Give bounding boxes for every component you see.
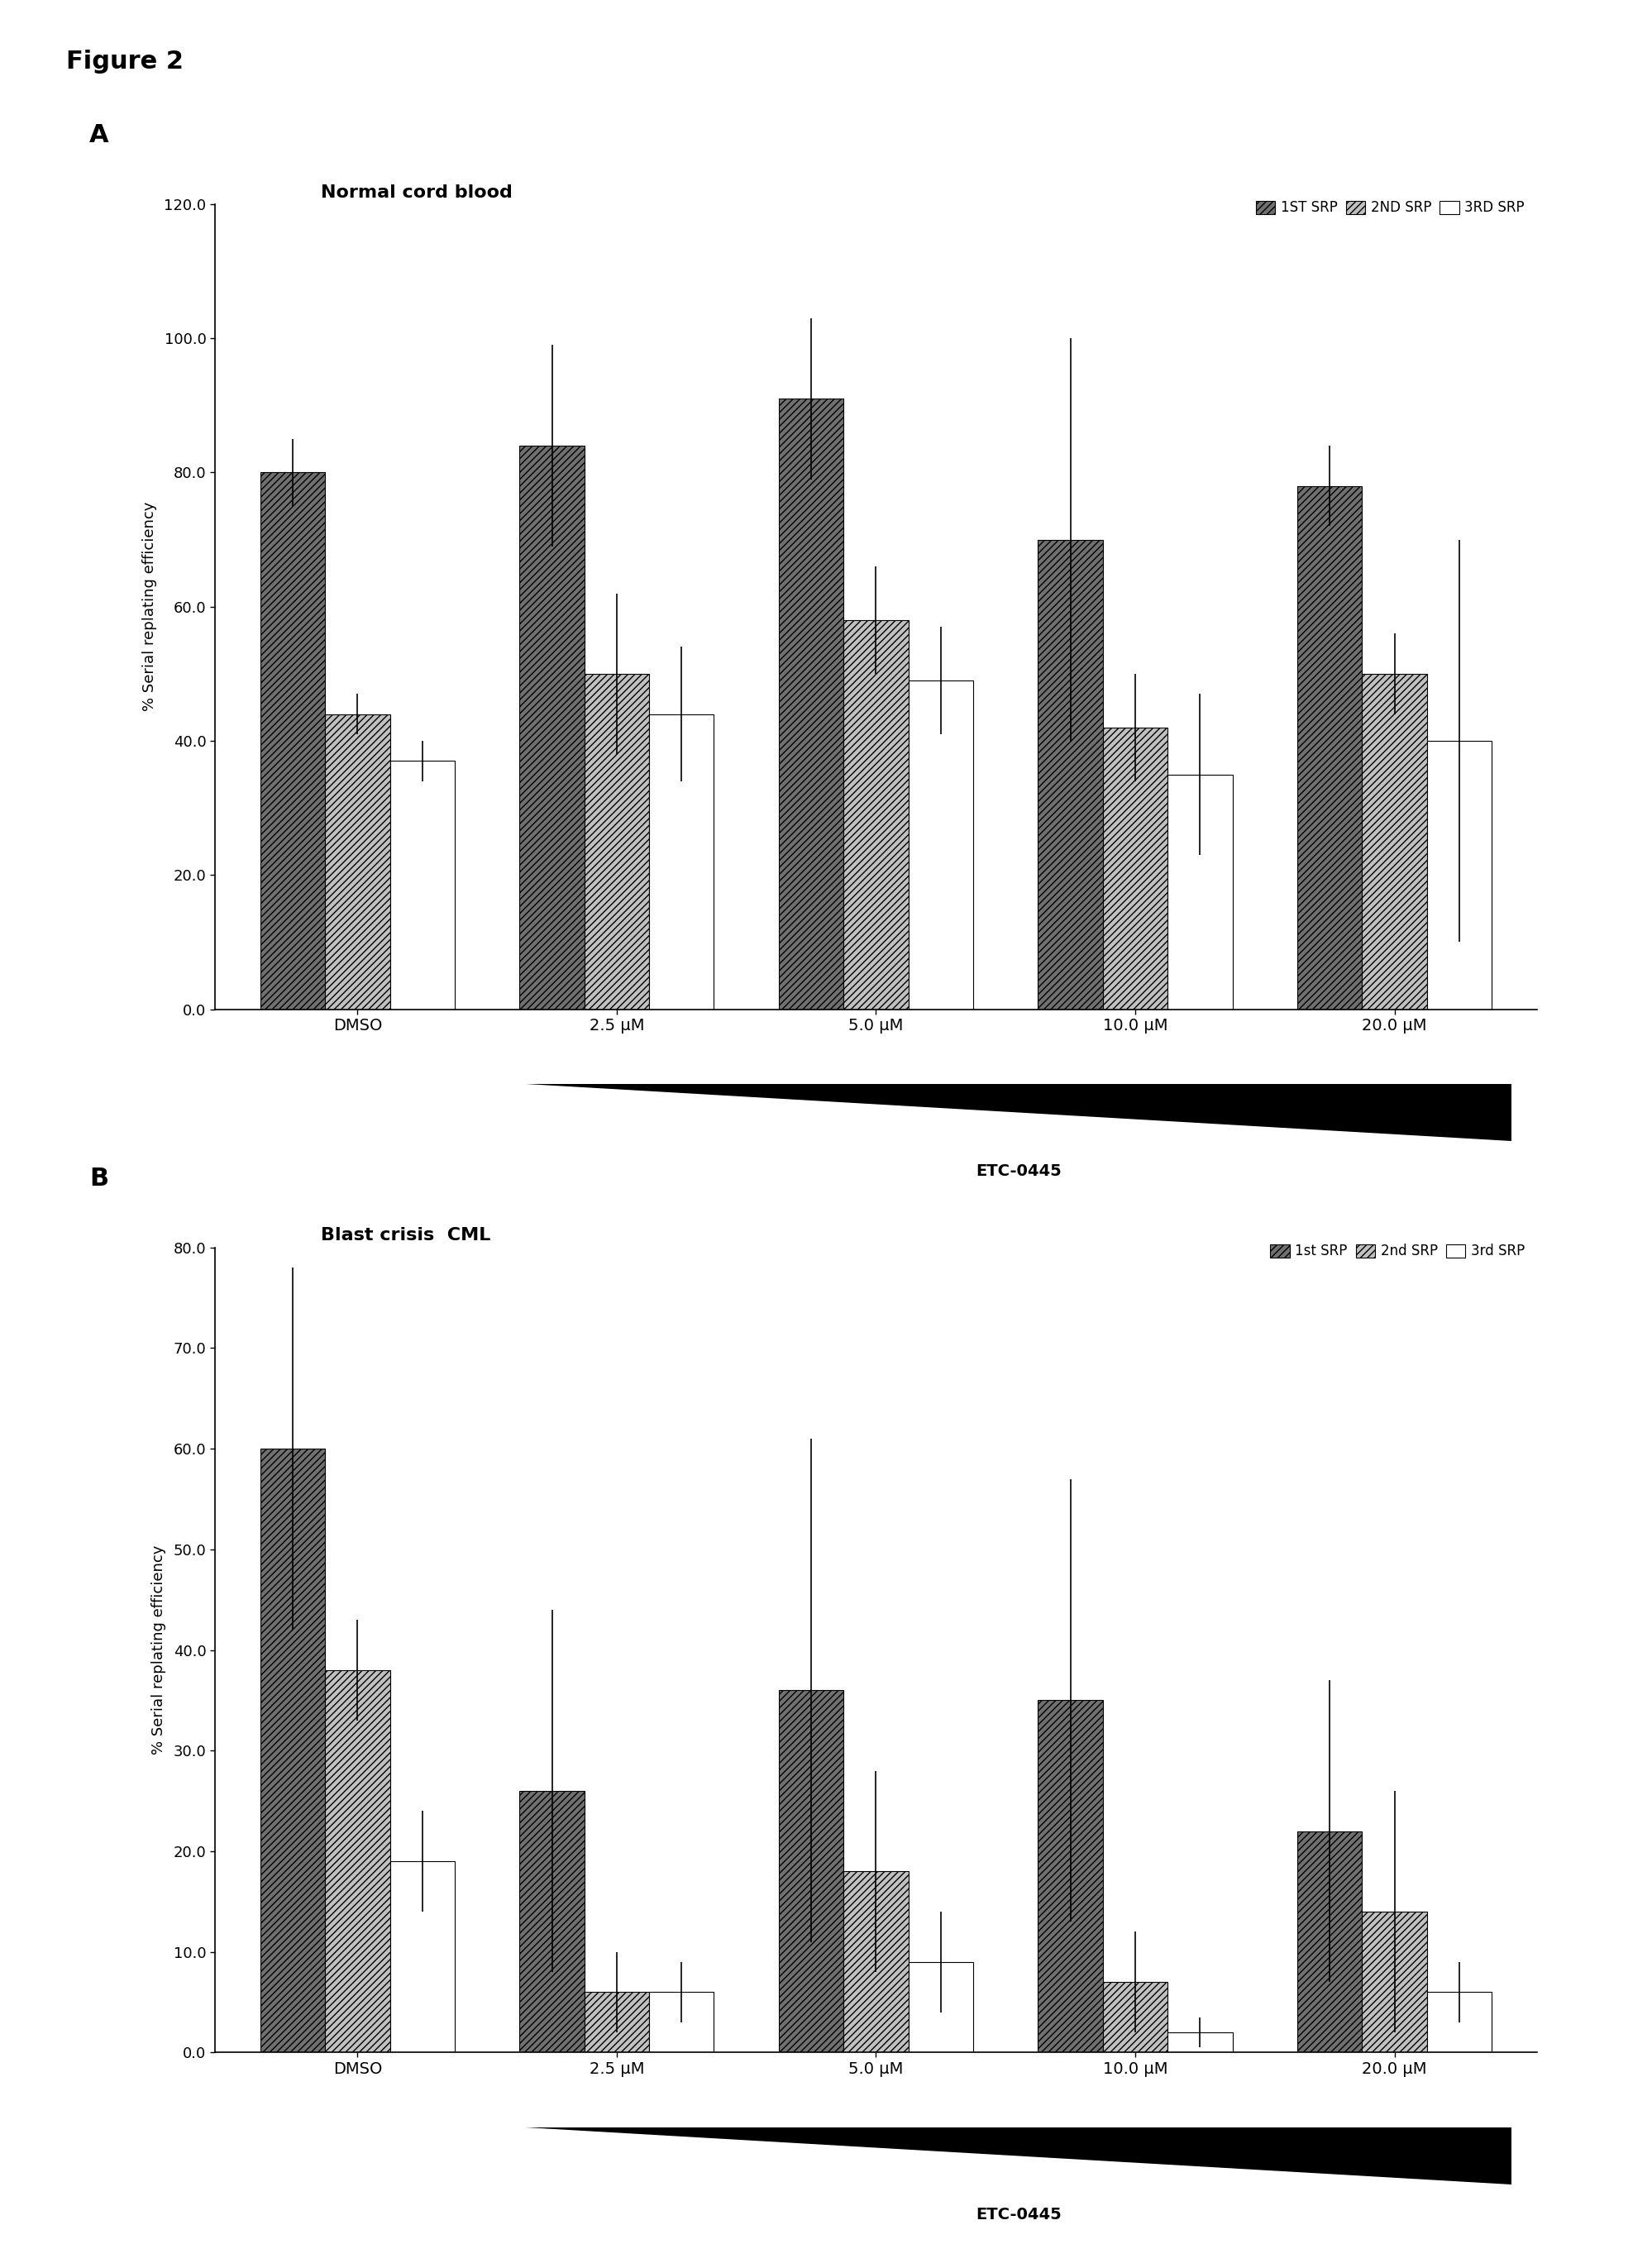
- Bar: [390, 1862, 454, 2053]
- Legend: 1st SRP, 2nd SRP, 3rd SRP: 1st SRP, 2nd SRP, 3rd SRP: [1264, 1238, 1530, 1263]
- Bar: [585, 674, 649, 1009]
- Bar: [1166, 773, 1232, 1009]
- Text: A: A: [89, 122, 109, 147]
- Text: ETC-0445: ETC-0445: [975, 1163, 1061, 1179]
- Bar: [649, 714, 714, 1009]
- Bar: [390, 762, 454, 1009]
- Text: Normal cord blood: Normal cord blood: [320, 184, 512, 200]
- Bar: [585, 1991, 649, 2053]
- Bar: [1361, 1912, 1426, 2053]
- Bar: [649, 1991, 714, 2053]
- Text: Figure 2: Figure 2: [66, 50, 183, 75]
- Text: B: B: [89, 1166, 109, 1191]
- Bar: [843, 619, 909, 1009]
- Bar: [843, 1871, 909, 2053]
- Y-axis label: % Serial replating efficiency: % Serial replating efficiency: [142, 501, 157, 712]
- Bar: [1166, 2032, 1232, 2053]
- Bar: [1037, 1701, 1102, 2053]
- Bar: [778, 1690, 843, 2053]
- Y-axis label: % Serial replating efficiency: % Serial replating efficiency: [152, 1545, 167, 1755]
- Bar: [909, 680, 973, 1009]
- Bar: [325, 1669, 390, 2053]
- Bar: [1037, 540, 1102, 1009]
- Bar: [325, 714, 390, 1009]
- Bar: [1361, 674, 1426, 1009]
- Bar: [1426, 1991, 1492, 2053]
- Bar: [1297, 1830, 1361, 2053]
- Bar: [1426, 742, 1492, 1009]
- Text: Blast crisis  CML: Blast crisis CML: [320, 1227, 491, 1243]
- Legend: 1ST SRP, 2ND SRP, 3RD SRP: 1ST SRP, 2ND SRP, 3RD SRP: [1251, 195, 1530, 220]
- Bar: [1297, 485, 1361, 1009]
- Bar: [259, 1449, 325, 2053]
- Bar: [909, 1962, 973, 2053]
- Text: ETC-0445: ETC-0445: [975, 2207, 1061, 2223]
- Bar: [778, 399, 843, 1009]
- Bar: [519, 1792, 585, 2053]
- Bar: [519, 445, 585, 1009]
- Bar: [1102, 1982, 1166, 2053]
- Bar: [1102, 728, 1166, 1009]
- Bar: [259, 472, 325, 1009]
